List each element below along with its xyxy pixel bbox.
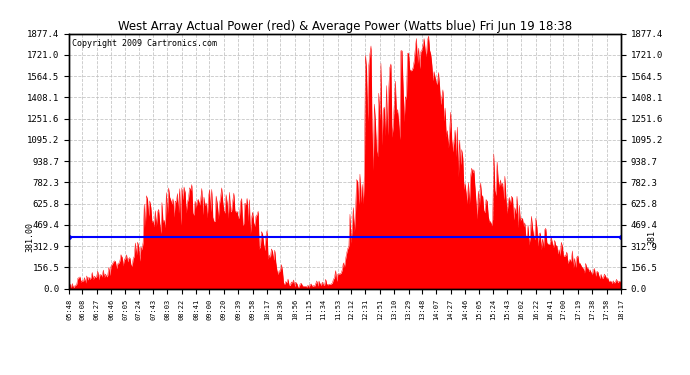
Text: 381.00: 381.00 (26, 222, 34, 252)
Text: Copyright 2009 Cartronics.com: Copyright 2009 Cartronics.com (72, 39, 217, 48)
Text: 381: 381 (647, 230, 656, 244)
Title: West Array Actual Power (red) & Average Power (Watts blue) Fri Jun 19 18:38: West Array Actual Power (red) & Average … (118, 20, 572, 33)
